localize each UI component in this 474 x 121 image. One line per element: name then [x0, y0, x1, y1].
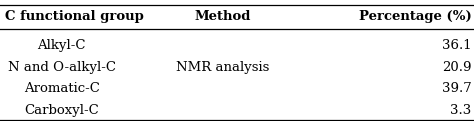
Text: Aromatic-C: Aromatic-C — [24, 82, 100, 95]
Text: Alkyl-C: Alkyl-C — [37, 39, 86, 52]
Text: NMR analysis: NMR analysis — [176, 61, 269, 74]
Text: N and O-alkyl-C: N and O-alkyl-C — [8, 61, 116, 74]
Text: 39.7: 39.7 — [442, 82, 472, 95]
Text: C functional group: C functional group — [5, 10, 144, 23]
Text: Method: Method — [195, 10, 251, 23]
Text: 3.3: 3.3 — [450, 104, 472, 117]
Text: Carboxyl-C: Carboxyl-C — [24, 104, 99, 117]
Text: Percentage (%): Percentage (%) — [359, 10, 472, 23]
Text: 20.9: 20.9 — [442, 61, 472, 74]
Text: 36.1: 36.1 — [442, 39, 472, 52]
